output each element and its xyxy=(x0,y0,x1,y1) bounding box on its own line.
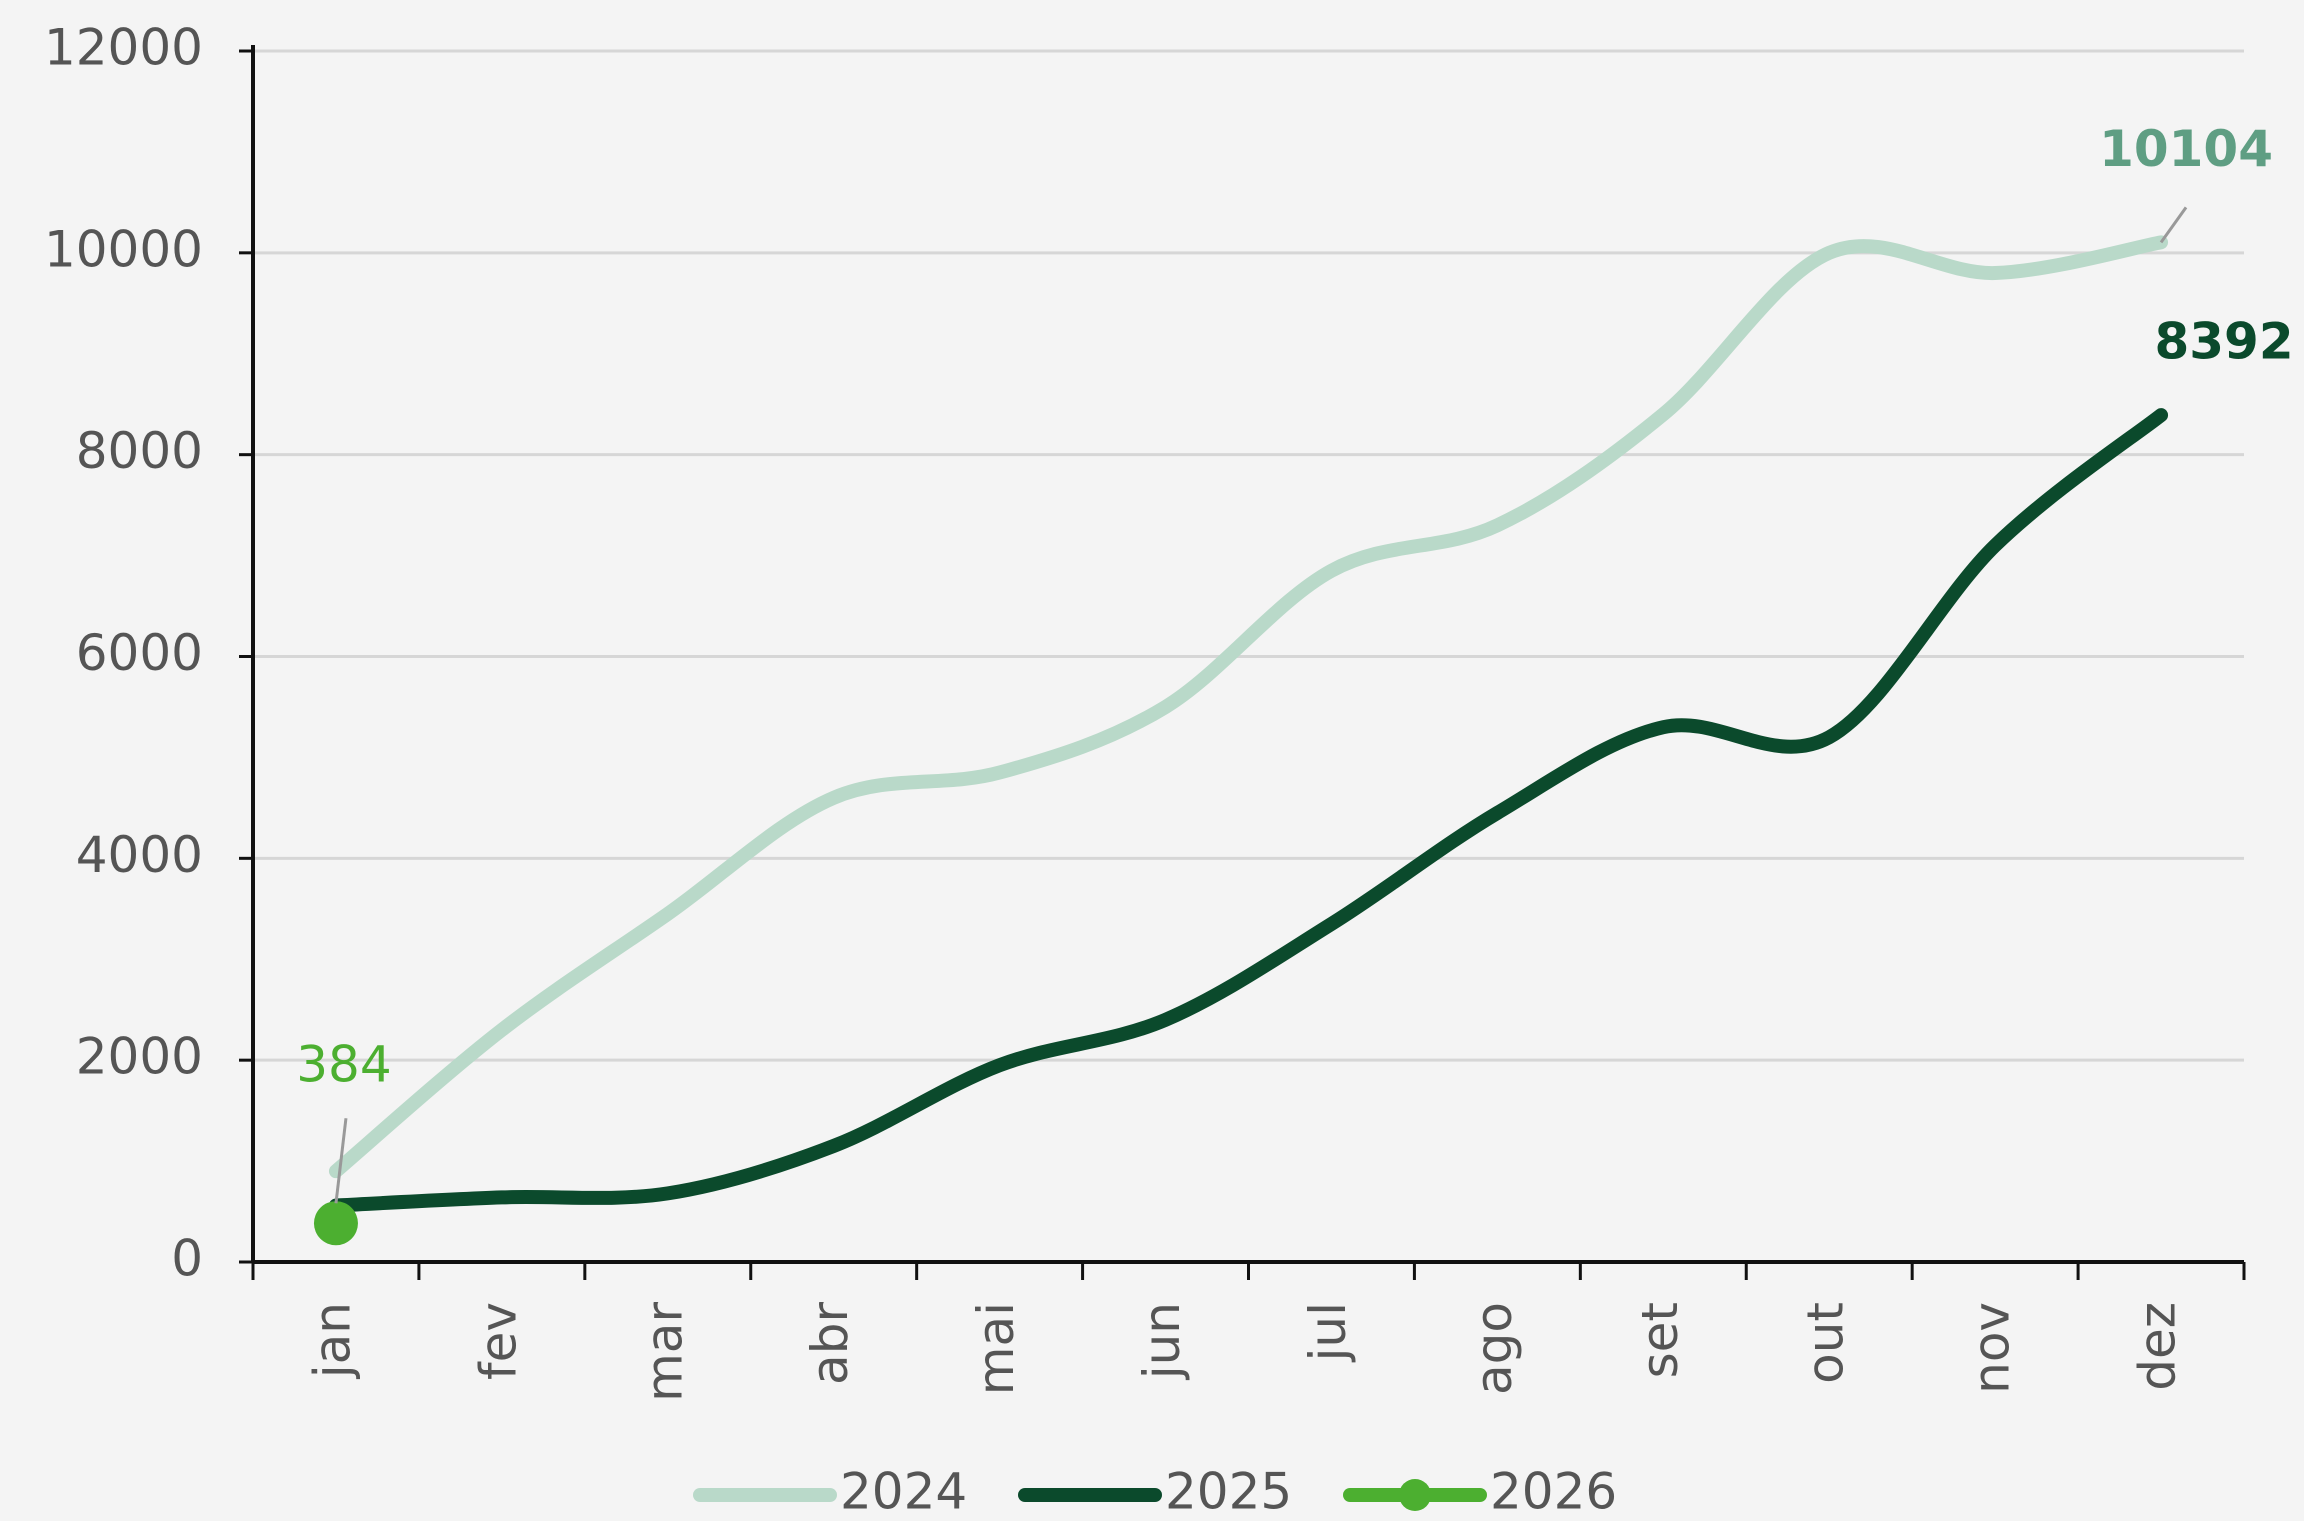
data-label: 8392 xyxy=(2154,313,2293,371)
x-tick-label: set xyxy=(1631,1302,1689,1378)
x-tick-label: jun xyxy=(1133,1302,1191,1380)
data-label: 384 xyxy=(296,1036,391,1094)
legend-marker xyxy=(1399,1479,1431,1511)
x-tick-label: out xyxy=(1797,1302,1855,1384)
y-tick-label: 4000 xyxy=(76,826,203,884)
series-line xyxy=(336,242,2161,1171)
y-tick-label: 6000 xyxy=(76,624,203,682)
x-tick-label: nov xyxy=(1963,1302,2021,1394)
x-tick-label: jan xyxy=(303,1302,361,1379)
y-tick-label: 2000 xyxy=(76,1028,203,1086)
series-marker xyxy=(314,1201,358,1245)
y-tick-label: 8000 xyxy=(76,422,203,480)
x-tick-label: abr xyxy=(801,1302,859,1385)
x-tick-label: fev xyxy=(469,1302,527,1380)
legend-label: 2026 xyxy=(1490,1463,1617,1521)
x-tick-label: ago xyxy=(1465,1302,1523,1395)
legend-label: 2025 xyxy=(1165,1463,1292,1521)
legend-label: 2024 xyxy=(840,1463,967,1521)
y-tick-label: 10000 xyxy=(44,220,203,278)
x-tick-label: jul xyxy=(1299,1302,1357,1362)
label-leader xyxy=(2161,207,2186,242)
series-line xyxy=(336,415,2161,1205)
data-label: 10104 xyxy=(2099,120,2273,178)
chart: 0 2000 4000 6000 8000 10000 12000 jan fev mar abr m… xyxy=(0,0,2304,1521)
x-tick-label: dez xyxy=(2129,1302,2187,1391)
y-tick-label: 0 xyxy=(171,1230,203,1288)
x-tick-label: mar xyxy=(635,1302,693,1402)
x-tick-label: mai xyxy=(967,1302,1025,1395)
y-tick-label: 12000 xyxy=(44,19,203,77)
